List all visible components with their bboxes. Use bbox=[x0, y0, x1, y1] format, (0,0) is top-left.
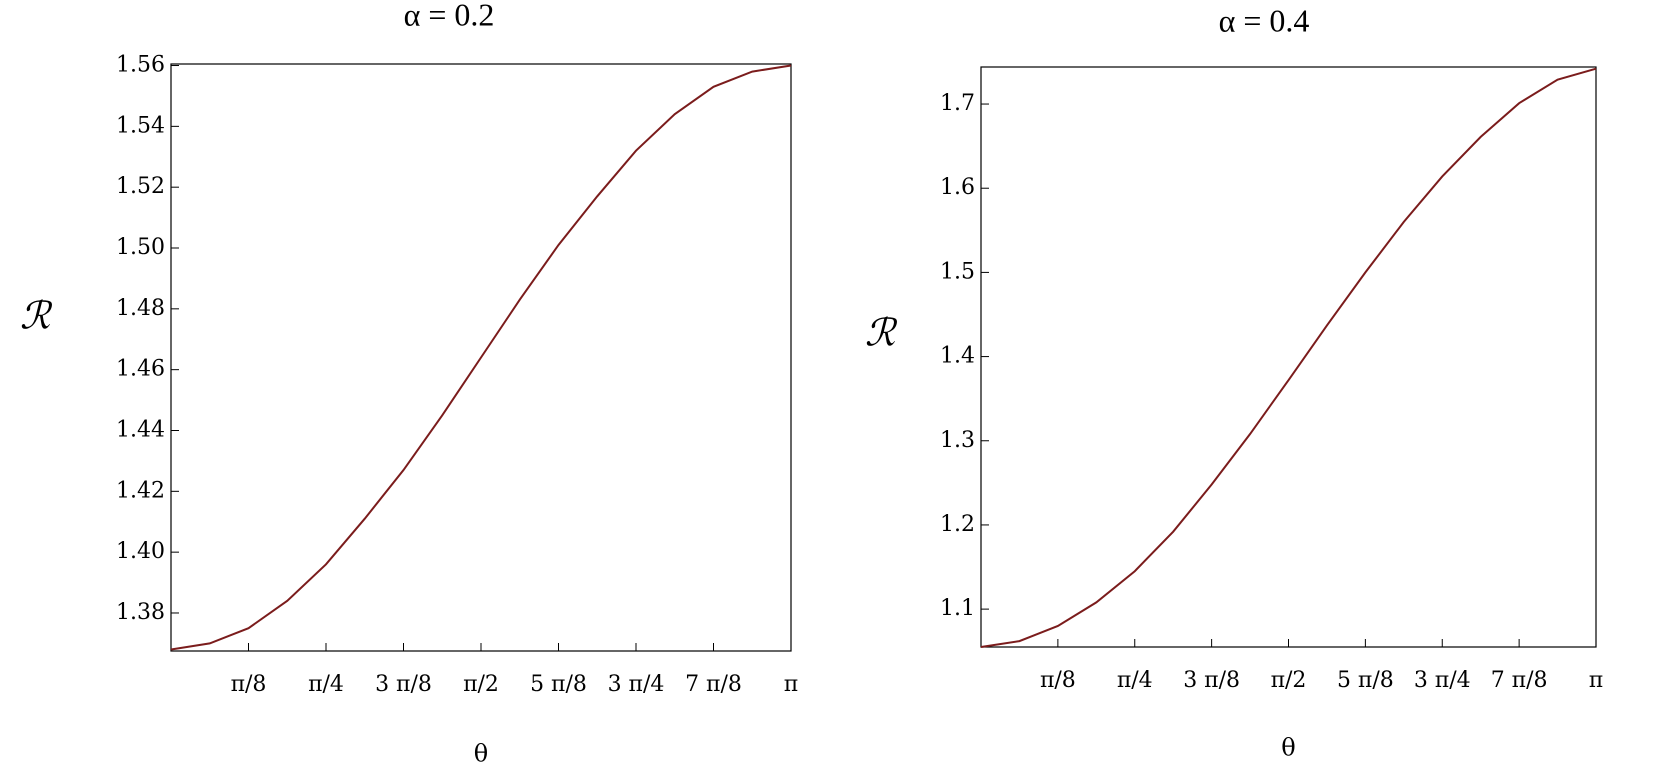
y-tick-label: 1.3 bbox=[940, 428, 975, 453]
y-tick-label: 1.6 bbox=[940, 175, 975, 200]
curve bbox=[170, 64, 792, 651]
x-axis-label: θ bbox=[474, 740, 488, 768]
x-tick-label: π/2 bbox=[463, 672, 499, 697]
y-tick-label: 1.46 bbox=[116, 357, 165, 382]
x-tick-label: 3 π/8 bbox=[1183, 668, 1240, 693]
y-tick-label: 1.56 bbox=[116, 53, 165, 78]
y-tick-label: 1.50 bbox=[116, 235, 165, 260]
curve bbox=[980, 67, 1597, 648]
x-tick-label: π/8 bbox=[1040, 668, 1076, 693]
y-tick-label: 1.52 bbox=[116, 174, 165, 199]
y-tick-label: 1.48 bbox=[116, 296, 165, 321]
x-axis-label: θ bbox=[1281, 734, 1295, 762]
x-tick-label: π bbox=[784, 672, 798, 697]
x-tick-label: 5 π/8 bbox=[530, 672, 587, 697]
x-tick-label: π/2 bbox=[1271, 668, 1307, 693]
chart-title: α = 0.2 bbox=[404, 0, 495, 32]
y-tick-label: 1.40 bbox=[116, 539, 165, 564]
chart-title: α = 0.4 bbox=[1219, 2, 1310, 38]
y-tick-label: 1.44 bbox=[116, 417, 165, 442]
y-tick-label: 1.1 bbox=[940, 596, 975, 621]
x-tick-label: π/8 bbox=[231, 672, 267, 697]
y-tick-label: 1.38 bbox=[116, 600, 165, 625]
x-tick-label: 3 π/4 bbox=[608, 672, 665, 697]
y-tick-label: 1.7 bbox=[940, 91, 975, 116]
y-tick-label: 1.4 bbox=[940, 344, 975, 369]
x-tick-label: 7 π/8 bbox=[1491, 668, 1548, 693]
y-tick-label: 1.54 bbox=[116, 113, 165, 138]
x-tick-label: π bbox=[1589, 668, 1603, 693]
x-tick-label: π/4 bbox=[308, 672, 344, 697]
plot-frame bbox=[980, 66, 1597, 648]
x-tick-label: 3 π/4 bbox=[1414, 668, 1471, 693]
y-axis-label: ℛ bbox=[20, 296, 53, 338]
x-tick-label: 7 π/8 bbox=[685, 672, 742, 697]
y-tick-label: 1.42 bbox=[116, 478, 165, 503]
y-tick-label: 1.5 bbox=[940, 259, 975, 284]
y-axis-label: ℛ bbox=[865, 313, 898, 355]
x-tick-label: 3 π/8 bbox=[375, 672, 432, 697]
y-tick-label: 1.2 bbox=[940, 512, 975, 537]
x-tick-label: π/4 bbox=[1117, 668, 1153, 693]
x-tick-label: 5 π/8 bbox=[1337, 668, 1394, 693]
